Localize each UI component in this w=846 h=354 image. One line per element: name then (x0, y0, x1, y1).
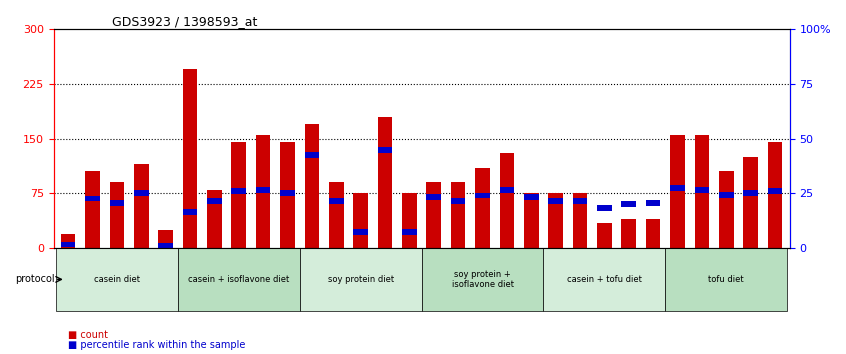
Bar (402, 229, 417, 235)
FancyBboxPatch shape (543, 248, 665, 311)
Text: ■ percentile rank within the sample: ■ percentile rank within the sample (68, 341, 245, 350)
Bar (426, 182, 441, 248)
Bar (573, 198, 587, 204)
Bar (548, 193, 563, 248)
Bar (597, 223, 612, 248)
Text: casein diet: casein diet (94, 275, 140, 284)
Bar (597, 205, 612, 211)
Bar (622, 219, 636, 248)
Bar (354, 229, 368, 235)
Text: soy protein diet: soy protein diet (327, 275, 393, 284)
Text: GDS3923 / 1398593_at: GDS3923 / 1398593_at (113, 15, 258, 28)
Bar (695, 187, 709, 193)
Bar (280, 190, 295, 196)
Text: casein + tofu diet: casein + tofu diet (567, 275, 642, 284)
Bar (475, 193, 490, 199)
Bar (61, 241, 75, 247)
Bar (207, 198, 222, 204)
Bar (645, 200, 661, 206)
Bar (475, 168, 490, 248)
Bar (280, 142, 295, 248)
Bar (183, 209, 197, 215)
Bar (451, 198, 465, 204)
Bar (744, 157, 758, 248)
Bar (767, 188, 783, 194)
FancyBboxPatch shape (299, 248, 421, 311)
Bar (232, 142, 246, 248)
Bar (377, 117, 393, 248)
Text: protocol: protocol (15, 274, 55, 284)
Bar (524, 193, 539, 248)
Bar (767, 142, 783, 248)
Bar (524, 194, 539, 200)
Bar (451, 182, 465, 248)
Bar (110, 200, 124, 206)
Bar (695, 135, 709, 248)
Bar (402, 193, 417, 248)
Bar (232, 188, 246, 194)
Bar (207, 190, 222, 248)
Bar (158, 243, 173, 249)
Bar (305, 152, 319, 158)
Bar (85, 171, 100, 248)
Bar (329, 198, 343, 204)
Text: ■ count: ■ count (68, 330, 107, 340)
Bar (85, 195, 100, 201)
FancyBboxPatch shape (665, 248, 788, 311)
Bar (329, 182, 343, 248)
Bar (719, 192, 733, 198)
FancyBboxPatch shape (178, 248, 299, 311)
Text: casein + isoflavone diet: casein + isoflavone diet (188, 275, 289, 284)
Bar (622, 201, 636, 207)
Bar (158, 230, 173, 248)
Bar (305, 124, 319, 248)
Bar (670, 135, 685, 248)
Bar (645, 219, 661, 248)
Bar (255, 187, 271, 193)
Bar (134, 190, 149, 196)
Bar (719, 171, 733, 248)
Bar (548, 198, 563, 204)
Bar (573, 193, 587, 248)
Text: soy protein +
isoflavone diet: soy protein + isoflavone diet (452, 270, 514, 289)
Text: tofu diet: tofu diet (708, 275, 744, 284)
Bar (670, 185, 685, 191)
FancyBboxPatch shape (56, 248, 178, 311)
FancyBboxPatch shape (421, 248, 543, 311)
Bar (354, 193, 368, 248)
Bar (61, 234, 75, 248)
Bar (500, 187, 514, 193)
Bar (426, 194, 441, 200)
Bar (500, 153, 514, 248)
Bar (110, 182, 124, 248)
Bar (255, 135, 271, 248)
Bar (377, 147, 393, 153)
Bar (183, 69, 197, 248)
Bar (744, 190, 758, 196)
Bar (134, 164, 149, 248)
